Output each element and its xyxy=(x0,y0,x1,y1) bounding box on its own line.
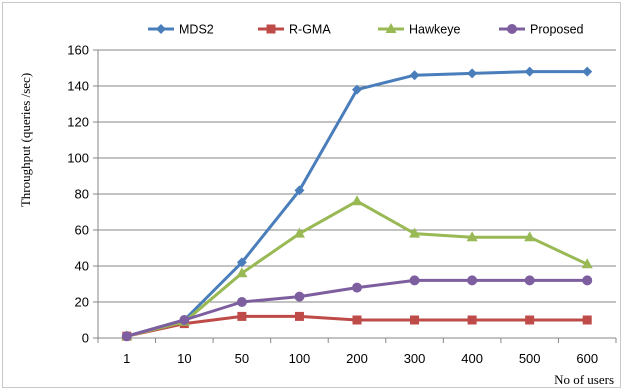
x-tick-label-600: 600 xyxy=(576,351,598,366)
data-point-proposed-1 xyxy=(121,331,132,342)
data-point-mds2-500 xyxy=(524,66,535,77)
data-point-proposed-100 xyxy=(294,291,305,302)
legend-marker-proposed xyxy=(507,24,517,34)
y-tick-label-40: 40 xyxy=(75,259,89,274)
y-tick-label-160: 160 xyxy=(67,43,89,58)
y-tick-label-60: 60 xyxy=(75,223,89,238)
data-point-r-gma-50 xyxy=(237,311,247,321)
data-point-r-gma-600 xyxy=(582,315,592,325)
legend-label-hawkeye: Hawkeye xyxy=(409,23,460,37)
chart-frame xyxy=(2,2,621,388)
x-tick-label-100: 100 xyxy=(289,351,311,366)
data-point-hawkeye-100 xyxy=(293,227,305,238)
legend-marker-mds2 xyxy=(156,24,166,34)
data-point-mds2-600 xyxy=(582,66,593,77)
legend-marker-r-gma xyxy=(266,24,276,34)
data-point-hawkeye-200 xyxy=(351,195,363,206)
data-point-hawkeye-500 xyxy=(524,231,536,242)
x-tick-label-1: 1 xyxy=(123,351,130,366)
x-tick-label-10: 10 xyxy=(177,351,191,366)
data-point-mds2-100 xyxy=(294,185,305,196)
legend-label-r-gma: R-GMA xyxy=(289,23,331,37)
legend-item-hawkeye: Hawkeye xyxy=(378,23,460,37)
legend-item-proposed: Proposed xyxy=(499,23,584,37)
data-point-proposed-50 xyxy=(236,297,247,307)
y-tick-label-20: 20 xyxy=(75,295,89,310)
y-axis-title: Throughput (queries /sec) xyxy=(18,73,33,207)
x-tick-label-50: 50 xyxy=(235,351,249,366)
y-tick-label-80: 80 xyxy=(75,187,89,202)
axes xyxy=(93,49,617,343)
data-point-r-gma-200 xyxy=(352,315,362,325)
x-axis-title: No of users xyxy=(554,372,614,387)
legend-item-mds2: MDS2 xyxy=(148,23,214,37)
series-mds2 xyxy=(121,66,593,342)
x-tick-label-200: 200 xyxy=(346,351,368,366)
data-point-r-gma-500 xyxy=(525,315,535,325)
series-group xyxy=(121,66,593,342)
legend-label-mds2: MDS2 xyxy=(179,23,214,37)
y-tick-label-120: 120 xyxy=(67,115,89,130)
x-tick-label-400: 400 xyxy=(461,351,483,366)
legend-label-proposed: Proposed xyxy=(530,23,584,37)
data-point-mds2-200 xyxy=(352,84,362,95)
series-proposed xyxy=(121,275,593,342)
y-tick-label-140: 140 xyxy=(67,79,89,94)
data-point-hawkeye-400 xyxy=(466,231,478,242)
data-point-hawkeye-50 xyxy=(236,267,248,278)
data-point-proposed-400 xyxy=(467,275,478,286)
x-tick-label-500: 500 xyxy=(519,351,541,366)
data-point-r-gma-400 xyxy=(467,315,477,325)
gridlines xyxy=(98,49,616,303)
data-point-proposed-300 xyxy=(409,275,420,286)
y-tick-label-0: 0 xyxy=(82,331,89,346)
data-point-proposed-200 xyxy=(352,282,362,293)
data-point-r-gma-300 xyxy=(410,315,420,325)
x-tick-label-300: 300 xyxy=(404,351,426,366)
data-point-proposed-600 xyxy=(582,275,593,286)
data-point-mds2-300 xyxy=(409,70,420,81)
y-tick-labels: 0 20 40 60 80 100 120 140 160 xyxy=(67,43,89,346)
data-point-proposed-10 xyxy=(179,315,190,325)
data-point-mds2-50 xyxy=(236,257,247,268)
legend-marker-hawkeye xyxy=(385,23,397,33)
legend-item-r-gma: R-GMA xyxy=(258,23,331,37)
data-point-proposed-500 xyxy=(524,275,535,286)
data-point-mds2-400 xyxy=(467,68,478,79)
data-point-r-gma-100 xyxy=(294,311,304,321)
data-point-hawkeye-300 xyxy=(409,227,421,238)
x-tick-labels: 1 10 50 100 200 300 400 500 600 xyxy=(123,351,598,366)
data-point-hawkeye-600 xyxy=(581,258,593,269)
legend: MDS2 R-GMA Hawkeye Proposed xyxy=(148,23,584,37)
y-tick-label-100: 100 xyxy=(67,151,89,166)
